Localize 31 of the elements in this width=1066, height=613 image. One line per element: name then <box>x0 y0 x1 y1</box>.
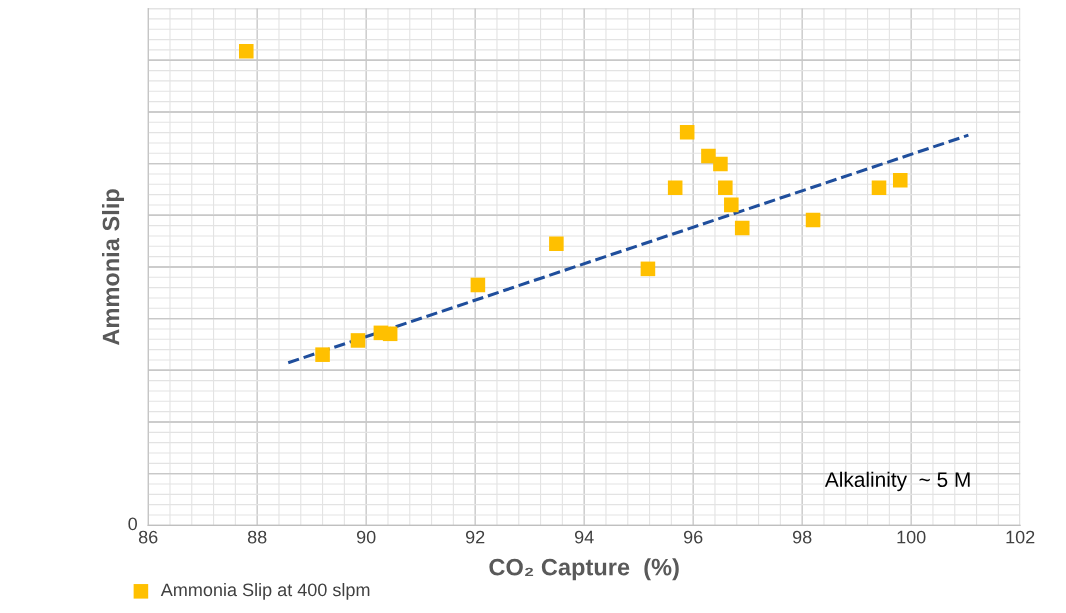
point <box>350 333 366 348</box>
x-tick-label: 86 <box>138 530 158 544</box>
point <box>238 43 254 59</box>
x-tick-label: 88 <box>247 530 267 544</box>
x-tick-label: 94 <box>574 530 594 544</box>
x-tick-label: 96 <box>683 530 703 544</box>
point <box>718 180 733 196</box>
point <box>549 236 564 252</box>
point <box>805 212 821 228</box>
legend-label: Ammonia Slip at 400 slpm <box>160 582 370 600</box>
point <box>713 156 728 172</box>
x-tick-label: 92 <box>465 530 485 544</box>
point <box>724 197 739 213</box>
text: 0 <box>128 517 137 531</box>
annotation: Alkalinity ~ 5 M <box>824 471 970 492</box>
x-tick-label: 98 <box>792 530 812 544</box>
point <box>679 125 695 140</box>
x-tick-label: 100 <box>897 530 926 544</box>
point <box>701 148 716 164</box>
point <box>734 220 750 236</box>
point <box>871 180 887 196</box>
point <box>667 180 683 196</box>
x-tick-label: 90 <box>356 530 376 544</box>
point <box>315 347 330 362</box>
point <box>382 326 398 342</box>
y-axis-title: Ammonia Slip <box>102 189 125 346</box>
x-axis-title: CO₂ Capture (%) <box>489 558 679 581</box>
point <box>892 172 908 188</box>
point <box>470 277 486 293</box>
point <box>640 261 656 277</box>
x-tick-label: 102 <box>1006 530 1035 544</box>
